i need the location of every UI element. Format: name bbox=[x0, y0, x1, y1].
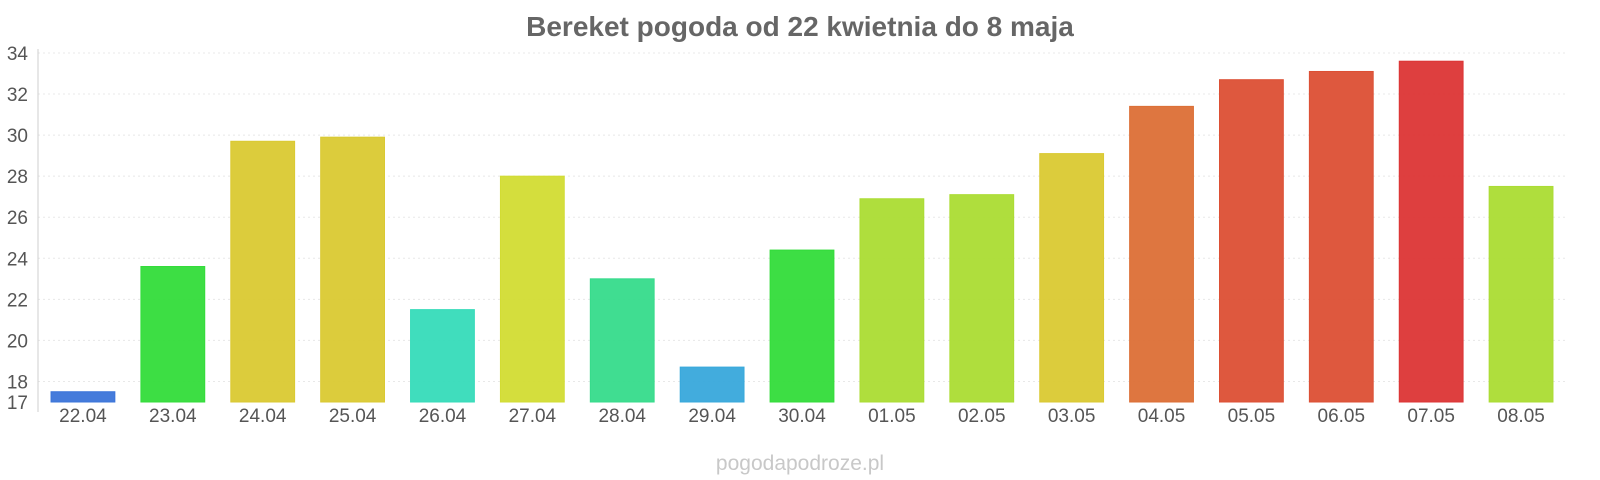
bar bbox=[1219, 79, 1284, 403]
bar bbox=[1308, 70, 1374, 403]
bar bbox=[140, 266, 206, 403]
bar bbox=[679, 366, 745, 403]
bar bbox=[1129, 105, 1194, 403]
bar bbox=[410, 309, 475, 403]
y-tick-label: 17 bbox=[7, 393, 28, 414]
x-tick-label: 29.04 bbox=[688, 406, 736, 427]
chart-title: Bereket pogoda od 22 kwietnia do 8 maja bbox=[526, 11, 1074, 42]
y-tick-label: 18 bbox=[7, 372, 28, 393]
x-tick-label: 24.04 bbox=[239, 406, 287, 427]
x-tick-label: 07.05 bbox=[1407, 406, 1455, 427]
bars bbox=[50, 60, 1554, 403]
x-tick-label: 27.04 bbox=[509, 406, 557, 427]
bar bbox=[320, 136, 385, 403]
x-tick-label: 28.04 bbox=[598, 406, 646, 427]
x-tick-label: 02.05 bbox=[958, 406, 1006, 427]
x-tick-label: 03.05 bbox=[1048, 406, 1096, 427]
y-tick-label: 24 bbox=[7, 249, 29, 270]
x-tick-label: 30.04 bbox=[778, 406, 826, 427]
watermark: pogodapodroze.pl bbox=[716, 452, 884, 475]
x-tick-label: 22.04 bbox=[59, 406, 107, 427]
y-tick-label: 32 bbox=[7, 85, 28, 106]
bar bbox=[499, 175, 565, 403]
x-axis: 22.04 23.04 24.04 25.04 26.04 27.04 28.04 29.04… bbox=[59, 406, 1545, 427]
x-tick-label: 05.05 bbox=[1228, 406, 1276, 427]
x-tick-label: 08.05 bbox=[1497, 406, 1545, 427]
bar bbox=[1039, 153, 1105, 403]
y-tick-label: 22 bbox=[7, 290, 28, 311]
x-tick-label: 23.04 bbox=[149, 406, 197, 427]
bar bbox=[1398, 60, 1464, 403]
x-tick-label: 06.05 bbox=[1318, 406, 1366, 427]
bar bbox=[230, 140, 296, 403]
y-tick-label: 34 bbox=[7, 44, 29, 65]
x-tick-label: 25.04 bbox=[329, 406, 377, 427]
y-tick-label: 26 bbox=[7, 208, 28, 229]
y-tick-label: 28 bbox=[7, 167, 28, 188]
bar bbox=[769, 249, 835, 403]
x-tick-label: 04.05 bbox=[1138, 406, 1186, 427]
y-tick-label: 20 bbox=[7, 331, 28, 352]
x-tick-label: 26.04 bbox=[419, 406, 467, 427]
y-tick-label: 30 bbox=[7, 126, 28, 147]
x-tick-label: 01.05 bbox=[868, 406, 916, 427]
bar bbox=[50, 391, 116, 403]
bar bbox=[949, 194, 1015, 403]
bar bbox=[1488, 185, 1554, 403]
bar bbox=[859, 198, 925, 403]
bar bbox=[589, 278, 655, 403]
